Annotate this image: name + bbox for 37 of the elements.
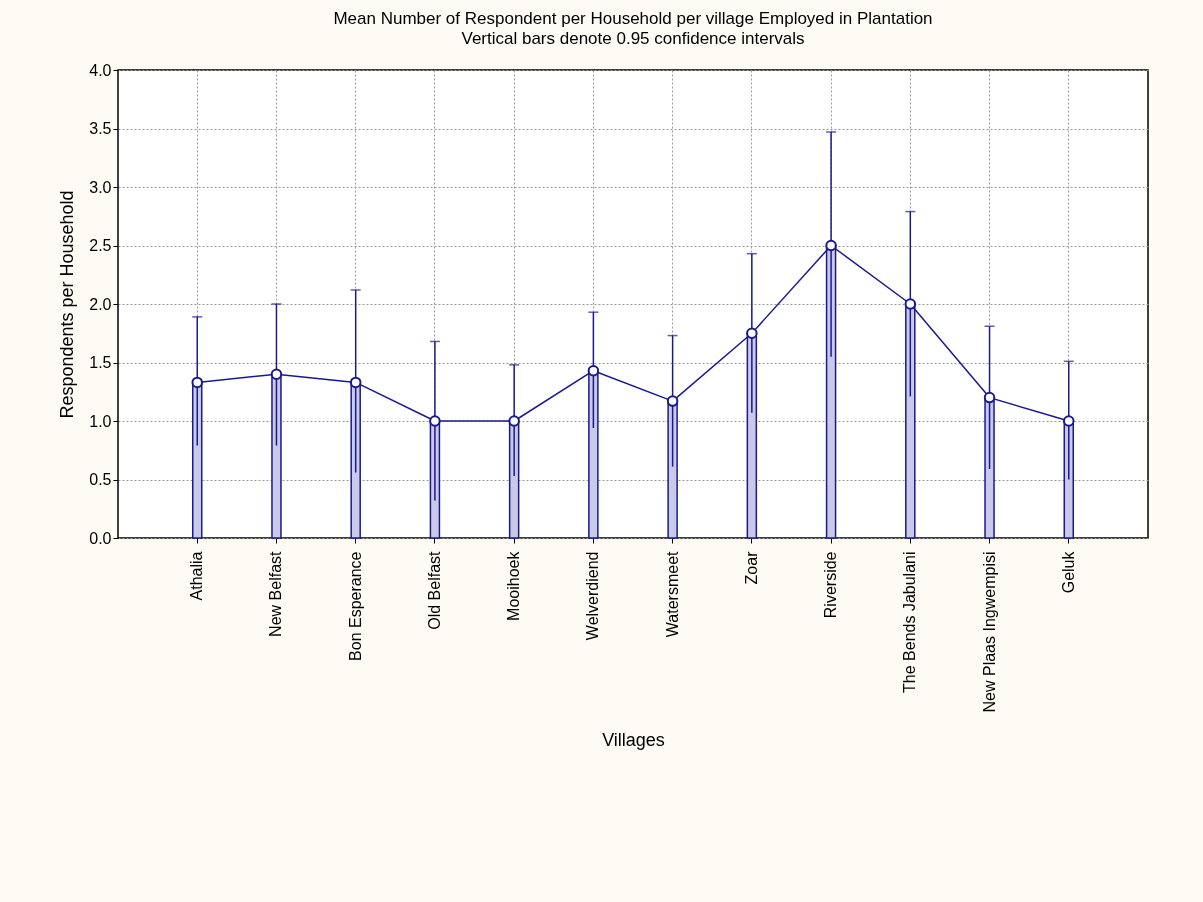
x-tick-label: Geluk	[1059, 550, 1077, 594]
point	[983, 391, 996, 404]
x-tick-label: Welverdiend	[584, 551, 602, 641]
x-tick-label: New Belfast	[267, 550, 285, 637]
point	[1063, 415, 1075, 427]
x-tick-label: The Bends Jabulani	[901, 551, 919, 693]
point	[429, 415, 441, 427]
point	[904, 298, 917, 310]
x-tick-label: Watersmeet	[663, 550, 681, 638]
x-tick-label: Mooihoek	[505, 550, 523, 621]
x-tick-label: Zoar	[742, 550, 760, 585]
point	[191, 376, 203, 389]
y-tick-label: 1.5	[89, 354, 112, 371]
y-tick-label: 0.0	[89, 529, 112, 547]
chart-subtitle: Vertical bars denote 0.95 confidence intervals	[461, 29, 805, 48]
point	[349, 376, 362, 389]
x-tick-label: New Plaas Ingwempisi	[980, 551, 998, 713]
y-axis-title: Respondents per Household	[57, 190, 78, 419]
y-tick-label: 3.0	[89, 178, 112, 196]
y-tick-label: 1.0	[89, 412, 112, 430]
x-tick-label: Bon Esperance	[346, 551, 364, 661]
x-tick-label: Old Belfast	[425, 550, 443, 630]
point	[746, 327, 758, 339]
chart-title: Mean Number of Respondent per Household per village Employed in Plantation	[333, 9, 933, 28]
point	[825, 239, 837, 252]
y-tick-label: 2.5	[89, 237, 112, 254]
x-tick-label: Riverside	[822, 551, 840, 619]
y-tick-label: 0.5	[89, 471, 112, 488]
y-tick-label: 2.0	[89, 295, 112, 313]
point	[666, 395, 679, 407]
y-tick-label: 4.0	[89, 61, 112, 79]
point	[508, 415, 520, 427]
point	[270, 368, 283, 380]
point	[587, 364, 600, 377]
x-axis-title: Villages	[602, 730, 665, 751]
x-tick-label: Athalia	[188, 551, 206, 601]
y-tick-label: 3.5	[89, 120, 112, 137]
